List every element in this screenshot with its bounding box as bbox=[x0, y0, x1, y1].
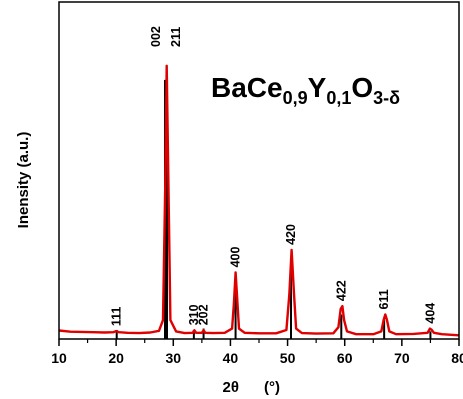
sample-formula: BaCe0,9Y0,1O3-δ bbox=[211, 72, 400, 108]
x-tick-label-60: 60 bbox=[337, 350, 353, 366]
x-tick-label-70: 70 bbox=[394, 350, 410, 366]
x-axis-ticks: 10 20 30 40 50 60 70 80 bbox=[51, 339, 463, 366]
x-tick-label-50: 50 bbox=[280, 350, 296, 366]
x-axis-unit: (°) bbox=[264, 379, 280, 396]
x-axis-symbol: 2θ bbox=[223, 379, 239, 396]
peak-label-310: 310 bbox=[187, 304, 201, 325]
peak-label-211: 211 bbox=[169, 27, 183, 47]
x-tick-label-20: 20 bbox=[108, 350, 124, 366]
peak-label-420: 420 bbox=[284, 224, 298, 245]
x-tick-label-80: 80 bbox=[451, 350, 463, 366]
peak-label-404: 404 bbox=[423, 303, 437, 324]
peak-label-400: 400 bbox=[229, 246, 243, 267]
plot-frame bbox=[58, 1, 460, 340]
peak-label-002: 002 bbox=[149, 26, 163, 47]
y-axis-title: Inensity (a.u.) bbox=[15, 132, 32, 229]
peak-label-111: 111 bbox=[110, 307, 124, 327]
x-tick-label-30: 30 bbox=[165, 350, 181, 366]
peak-label-611: 611 bbox=[377, 289, 391, 309]
x-tick-label-40: 40 bbox=[223, 350, 239, 366]
x-tick-label-10: 10 bbox=[51, 350, 67, 366]
peak-label-422: 422 bbox=[334, 280, 348, 301]
xrd-pattern-line bbox=[58, 64, 460, 337]
peak-label-202: 202 bbox=[197, 304, 211, 325]
